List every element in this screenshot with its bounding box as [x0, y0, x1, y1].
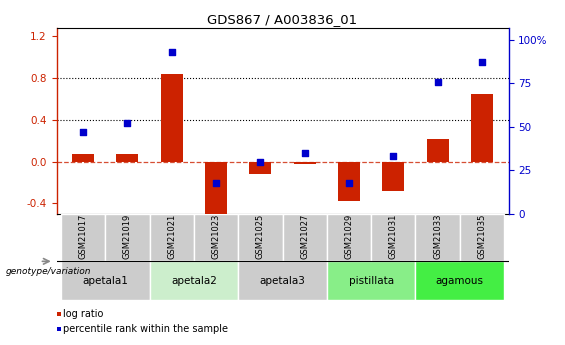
Point	[211, 180, 220, 185]
Point	[300, 150, 309, 156]
Bar	[327, 214, 371, 262]
Bar	[471, 93, 493, 161]
Text: apetala3: apetala3	[259, 276, 306, 286]
Text: GSM21027: GSM21027	[300, 214, 309, 259]
Bar	[116, 154, 138, 161]
Bar	[382, 161, 405, 191]
Point	[389, 154, 398, 159]
Text: GSM21025: GSM21025	[256, 214, 265, 259]
Bar	[194, 214, 238, 262]
Text: percentile rank within the sample: percentile rank within the sample	[63, 324, 228, 334]
Bar	[150, 214, 194, 262]
Bar	[56, 312, 61, 316]
Text: log ratio: log ratio	[63, 309, 103, 318]
Text: genotype/variation: genotype/variation	[6, 267, 91, 276]
Bar	[427, 139, 449, 161]
Bar	[238, 214, 282, 262]
Bar	[294, 161, 316, 164]
Point	[123, 121, 132, 126]
Text: pistillata: pistillata	[349, 276, 394, 286]
Bar	[327, 262, 415, 300]
Bar	[72, 154, 94, 161]
Bar	[238, 262, 327, 300]
Title: GDS867 / A003836_01: GDS867 / A003836_01	[207, 13, 358, 27]
Bar	[105, 214, 150, 262]
Point	[256, 159, 265, 165]
Text: apetala1: apetala1	[82, 276, 128, 286]
Bar	[460, 214, 504, 262]
Bar	[282, 214, 327, 262]
Bar	[56, 327, 61, 331]
Text: GSM21023: GSM21023	[211, 214, 220, 259]
Text: GSM21029: GSM21029	[345, 214, 354, 259]
Bar	[61, 214, 105, 262]
Text: GSM21033: GSM21033	[433, 214, 442, 259]
Bar	[249, 161, 271, 174]
Point	[433, 79, 442, 84]
Point	[167, 49, 176, 55]
Text: apetala2: apetala2	[171, 276, 217, 286]
Bar	[205, 161, 227, 214]
Point	[345, 180, 354, 185]
Text: GSM21017: GSM21017	[79, 214, 88, 259]
Bar	[150, 262, 238, 300]
Bar	[415, 214, 460, 262]
Bar	[160, 73, 183, 161]
Bar	[61, 262, 150, 300]
Text: GSM21019: GSM21019	[123, 214, 132, 259]
Bar	[371, 214, 415, 262]
Bar	[415, 262, 504, 300]
Text: GSM21021: GSM21021	[167, 214, 176, 259]
Bar	[338, 161, 360, 201]
Text: GSM21031: GSM21031	[389, 214, 398, 259]
Text: agamous: agamous	[436, 276, 484, 286]
Point	[477, 60, 486, 65]
Text: GSM21035: GSM21035	[477, 214, 486, 259]
Point	[79, 129, 88, 135]
